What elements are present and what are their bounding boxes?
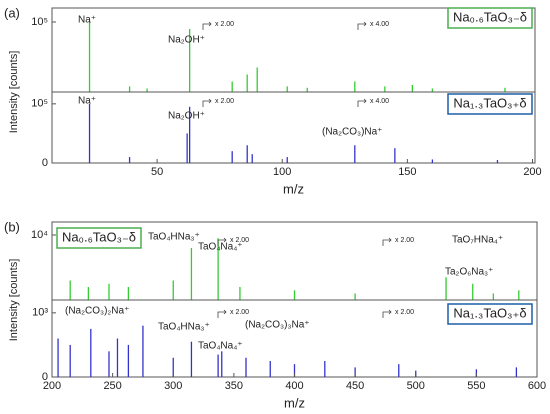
y-tick-label: 10⁵ xyxy=(31,16,48,28)
annotation: Na₂OH⁺ xyxy=(168,111,205,122)
sample-label: Na₀.₆TaO₃₋δ xyxy=(453,9,527,24)
x-tick-label: 300 xyxy=(164,380,182,392)
annotation: TaO₄Na₄⁺ xyxy=(198,242,243,253)
annotation: x 4.00 xyxy=(370,21,389,28)
annotation: TaO₄HNa₃⁺ xyxy=(158,322,210,333)
annotation: TaO₄Na₄⁺ xyxy=(198,341,243,352)
scale-arrow xyxy=(382,309,392,318)
annotation: x 2.00 xyxy=(230,237,249,244)
sample-label: Na₀.₆TaO₃₋δ xyxy=(62,229,136,244)
annotation: TaO₄HNa₃⁺ xyxy=(148,232,200,243)
annotation: (Na₂CO₃)₃Na⁺ xyxy=(245,320,310,331)
annotation: Na₂OH⁺ xyxy=(168,35,205,46)
x-tick-label: 100 xyxy=(273,166,291,178)
scale-arrow xyxy=(357,21,367,30)
annotation: x 2.00 xyxy=(215,21,234,28)
scale-arrow xyxy=(217,309,227,318)
sample-box xyxy=(447,303,533,325)
y-tick-label: 10⁴ xyxy=(31,229,48,241)
y-axis-label: Intensity [counts] xyxy=(8,259,20,342)
x-tick-label: 550 xyxy=(467,380,485,392)
annotation: Na⁺ xyxy=(78,15,96,26)
x-tick-label: 250 xyxy=(103,380,121,392)
scale-arrow xyxy=(217,237,227,246)
x-tick-label: 50 xyxy=(151,166,163,178)
x-tick-label: 500 xyxy=(407,380,425,392)
x-tick-label: 450 xyxy=(346,380,364,392)
x-tick-label: 600 xyxy=(528,380,546,392)
annotation: (Na₂CO₃)₂Na⁺ xyxy=(65,306,129,317)
sample-label: Na₁.₃TaO₃₊δ xyxy=(453,95,526,110)
sample-box xyxy=(447,93,533,115)
y-tick-label: 0 xyxy=(42,371,48,383)
annotation: x 2.00 xyxy=(395,237,414,244)
x-tick-label: 150 xyxy=(398,166,416,178)
x-tick-label: 200 xyxy=(43,380,61,392)
panel-label: (a) xyxy=(4,5,20,20)
annotation: TaO₇HNa₄⁺ xyxy=(452,235,503,246)
x-axis-label: m/z xyxy=(283,181,304,196)
annotation: x 2.00 xyxy=(395,309,414,316)
sample-box xyxy=(447,7,533,29)
scale-arrow xyxy=(382,237,392,246)
sample-box xyxy=(56,227,142,249)
y-tick-label: 10³ xyxy=(32,307,48,319)
panel-label: (b) xyxy=(4,219,20,234)
annotation: (Na₂CO₃)Na⁺ xyxy=(322,127,382,138)
scale-arrow xyxy=(357,98,367,107)
sample-label: Na₁.₃TaO₃₊δ xyxy=(453,305,526,320)
annotation: x 4.00 xyxy=(370,98,389,105)
annotation: Ta₂O₆Na₃⁺ xyxy=(445,267,493,278)
y-tick-label: 0 xyxy=(42,157,48,169)
scale-arrow xyxy=(202,21,212,30)
plot-frame xyxy=(51,91,536,164)
x-axis-label: m/z xyxy=(284,395,305,410)
annotation: Na⁺ xyxy=(78,96,96,107)
annotation: x 2.00 xyxy=(230,309,249,316)
annotation: x 2.00 xyxy=(215,98,234,105)
scale-arrow xyxy=(202,98,212,107)
y-tick-label: 10⁵ xyxy=(31,98,48,110)
x-tick-label: 200 xyxy=(523,166,541,178)
y-axis-label: Intensity [counts] xyxy=(8,51,20,134)
x-tick-label: 350 xyxy=(225,380,243,392)
x-tick-label: 400 xyxy=(285,380,303,392)
